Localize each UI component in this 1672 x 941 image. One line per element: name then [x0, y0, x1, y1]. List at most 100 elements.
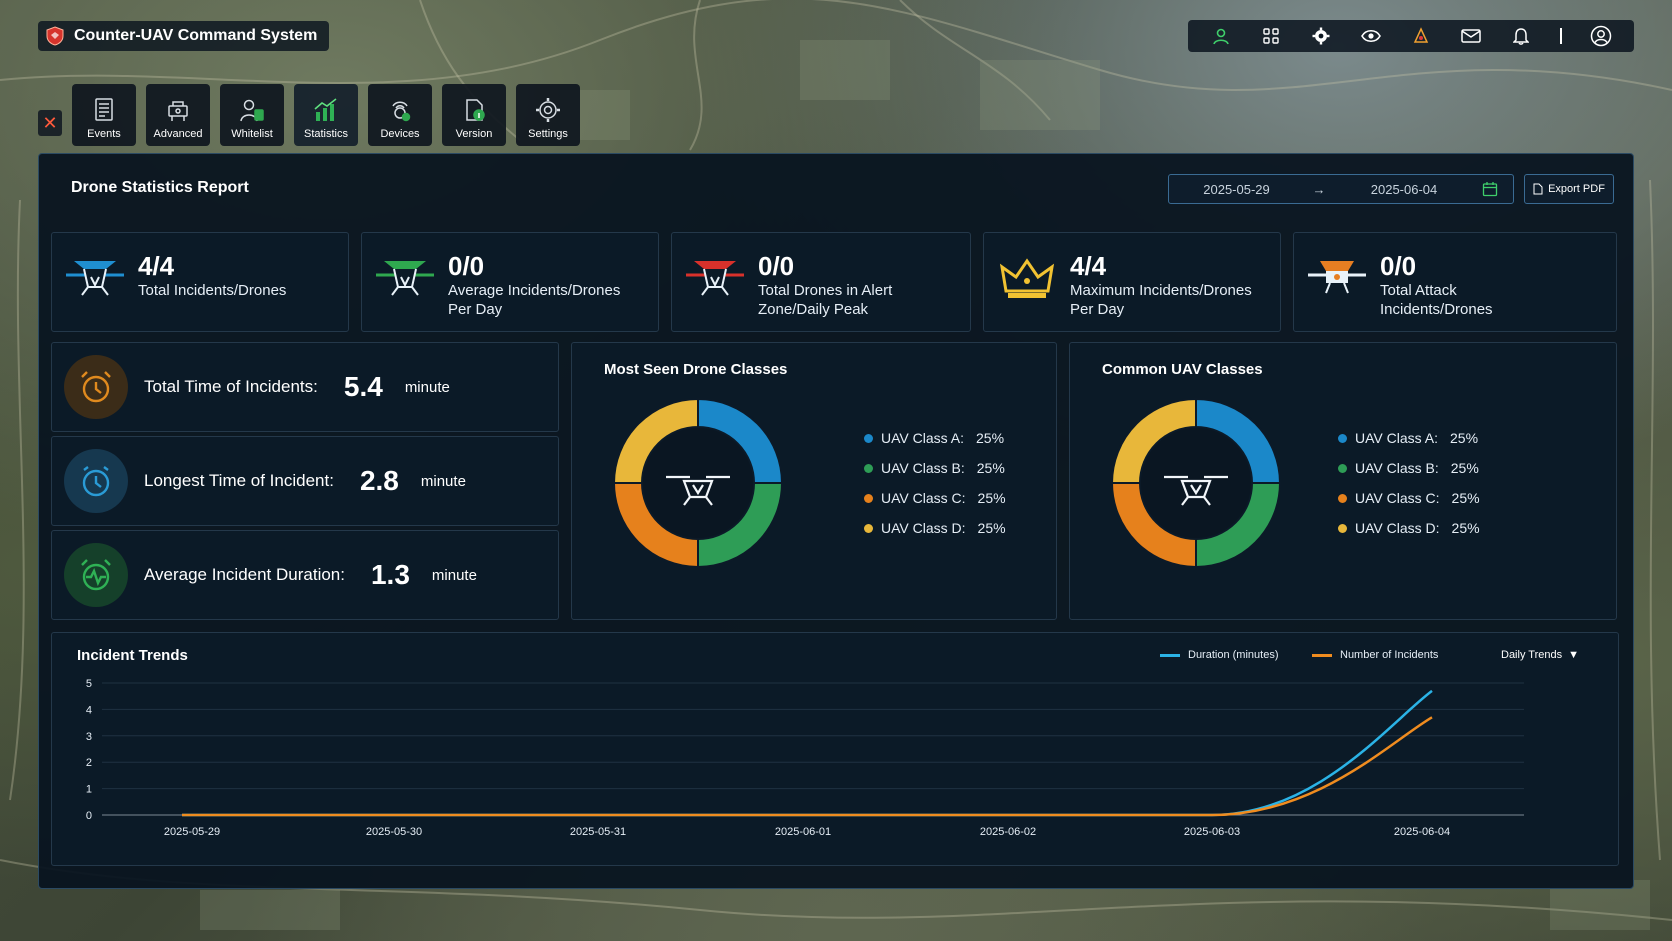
eye-icon[interactable]: [1360, 25, 1382, 47]
longest-time-card: Longest Time of Incident: 2.8 minute: [51, 436, 559, 526]
mail-icon[interactable]: [1460, 25, 1482, 47]
drone-icon: [66, 261, 124, 296]
most-seen-classes-panel: Most Seen Drone Classes UAV Class A: 25% …: [571, 342, 1057, 620]
export-pdf-button[interactable]: Export PDF: [1524, 174, 1614, 204]
nav-settings[interactable]: Settings: [516, 84, 580, 146]
grid-icon[interactable]: [1260, 25, 1282, 47]
legend-label: UAV Class B:: [1355, 460, 1439, 476]
stat-label: Maximum Incidents/Drones: [1070, 282, 1252, 299]
account-icon[interactable]: [1590, 25, 1612, 47]
incident-trends-panel: 0 1 2 3 4 5 2025-05-29 2025-05-30 2025-05-31 2025…: [51, 632, 1619, 866]
stat-label: Total Attack: [1380, 282, 1457, 299]
nav-version[interactable]: Version: [442, 84, 506, 146]
crown-icon: [999, 258, 1055, 298]
stat-value: 0/0: [448, 251, 485, 281]
legend-duration: Duration (minutes): [1160, 649, 1278, 661]
y-tick-label: 0: [86, 810, 92, 822]
legend-item: UAV Class B: 25%: [864, 453, 1006, 483]
average-duration-card: Average Incident Duration: 1.3 minute: [51, 530, 559, 620]
panel-title: Common UAV Classes: [1102, 361, 1263, 378]
nav-label: Version: [455, 128, 493, 140]
nav-label: Events: [87, 128, 121, 140]
stat-label-line2: Per Day: [448, 301, 503, 318]
chevron-down-icon: ▼: [1568, 649, 1580, 661]
date-range-picker[interactable]: 2025-05-29 → 2025-06-04: [1168, 174, 1514, 204]
top-toolbar: [1188, 20, 1634, 52]
legend-item: UAV Class A: 25%: [864, 423, 1006, 453]
legend-pct: 25%: [976, 460, 1005, 476]
donut-legend: UAV Class A: 25% UAV Class B: 25% UAV Clas…: [1338, 423, 1480, 543]
stat-value: 0/0: [1380, 251, 1417, 281]
nav-whitelist[interactable]: Whitelist: [220, 84, 284, 146]
document-icon: [1533, 183, 1543, 195]
legend-pct: 25%: [1451, 520, 1480, 536]
x-tick-label: 2025-05-29: [164, 826, 220, 838]
legend-pct: 25%: [976, 430, 1005, 446]
bell-icon[interactable]: [1510, 25, 1532, 47]
legend-label: Number of Incidents: [1340, 649, 1439, 661]
legend-dot: [1338, 433, 1347, 443]
time-label: Total Time of Incidents:: [144, 377, 318, 396]
nav-label: Advanced: [153, 128, 203, 140]
attack-drone-icon: [1308, 261, 1366, 294]
stat-value: 4/4: [138, 251, 175, 281]
stat-value: 0/0: [758, 251, 795, 281]
nav-statistics[interactable]: Statistics: [294, 84, 358, 146]
incident-trends-chart: 0 1 2 3 4 5 2025-05-29 2025-05-30 2025-05-31 2025…: [86, 678, 1524, 838]
time-value: 1.3: [370, 559, 410, 590]
donut-slice: [1110, 397, 1197, 484]
legend-item: UAV Class D: 25%: [864, 513, 1006, 543]
settings-icon: [536, 98, 560, 122]
stat-label: Total Drones in Alert: [758, 282, 893, 299]
x-tick-label: 2025-06-02: [980, 826, 1036, 838]
y-tick-label: 1: [86, 784, 92, 796]
drone-icon: [666, 475, 730, 506]
date-end[interactable]: 2025-06-04: [1370, 181, 1438, 197]
whitelist-icon: [240, 99, 264, 122]
stat-card-average-incidents: 0/0 Average Incidents/Drones Per Day: [361, 232, 659, 332]
app-title-bar: Counter-UAV Command System: [38, 21, 330, 51]
donut-legend: UAV Class A: 25% UAV Class B: 25% UAV Clas…: [864, 423, 1006, 543]
legend-dot: [1338, 523, 1347, 533]
legend-dot: [864, 523, 873, 533]
x-tick-label: 2025-05-31: [570, 826, 626, 838]
pulse-clock-icon: [64, 543, 128, 607]
legend-dot: [1338, 463, 1347, 473]
stat-label-line2: Incidents/Drones: [1380, 301, 1493, 318]
main-nav: Events Advanced Whitelist Statistics Dev…: [72, 84, 580, 146]
stat-card-total-incidents: 4/4 Total Incidents/Drones: [51, 232, 349, 332]
nav-events[interactable]: Events: [72, 84, 136, 146]
nav-devices[interactable]: Devices: [368, 84, 432, 146]
drone-alert-icon[interactable]: [1410, 25, 1432, 47]
legend-label: UAV Class D:: [881, 520, 966, 536]
nav-advanced[interactable]: Advanced: [146, 84, 210, 146]
stat-card-maximum-incidents: 4/4 Maximum Incidents/Drones Per Day: [983, 232, 1281, 332]
legend-pct: 25%: [1451, 490, 1480, 506]
stat-card-attack-incidents: 0/0 Total Attack Incidents/Drones: [1293, 232, 1617, 332]
time-value: 5.4: [343, 371, 383, 402]
shield-logo-icon: [46, 26, 64, 46]
stat-value: 4/4: [1070, 251, 1107, 281]
gear-icon[interactable]: [1310, 25, 1332, 47]
calendar-icon[interactable]: [1480, 181, 1500, 197]
x-tick-label: 2025-05-30: [366, 826, 422, 838]
nav-label: Devices: [380, 128, 420, 140]
app-title: Counter-UAV Command System: [74, 27, 318, 44]
donut-chart: [1110, 397, 1282, 569]
statistics-panel: Drone Statistics Report 2025-05-29 → 202…: [38, 153, 1634, 889]
close-button[interactable]: ✕: [38, 110, 62, 136]
time-unit: minute: [431, 566, 477, 584]
legend-item: UAV Class C: 25%: [864, 483, 1006, 513]
date-start[interactable]: 2025-05-29: [1203, 181, 1270, 197]
legend-label: UAV Class A:: [881, 430, 964, 446]
legend-dot: [864, 493, 873, 503]
user-icon[interactable]: [1210, 25, 1232, 47]
version-icon: [466, 99, 485, 121]
time-label: Longest Time of Incident:: [144, 471, 334, 490]
legend-label: Duration (minutes): [1188, 649, 1279, 661]
drone-alert-icon: [686, 261, 744, 296]
trend-period-select[interactable]: Daily Trends ▼: [1501, 649, 1579, 661]
time-value: 2.8: [359, 465, 399, 496]
y-tick-label: 5: [86, 678, 92, 690]
legend-pct: 25%: [977, 520, 1006, 536]
